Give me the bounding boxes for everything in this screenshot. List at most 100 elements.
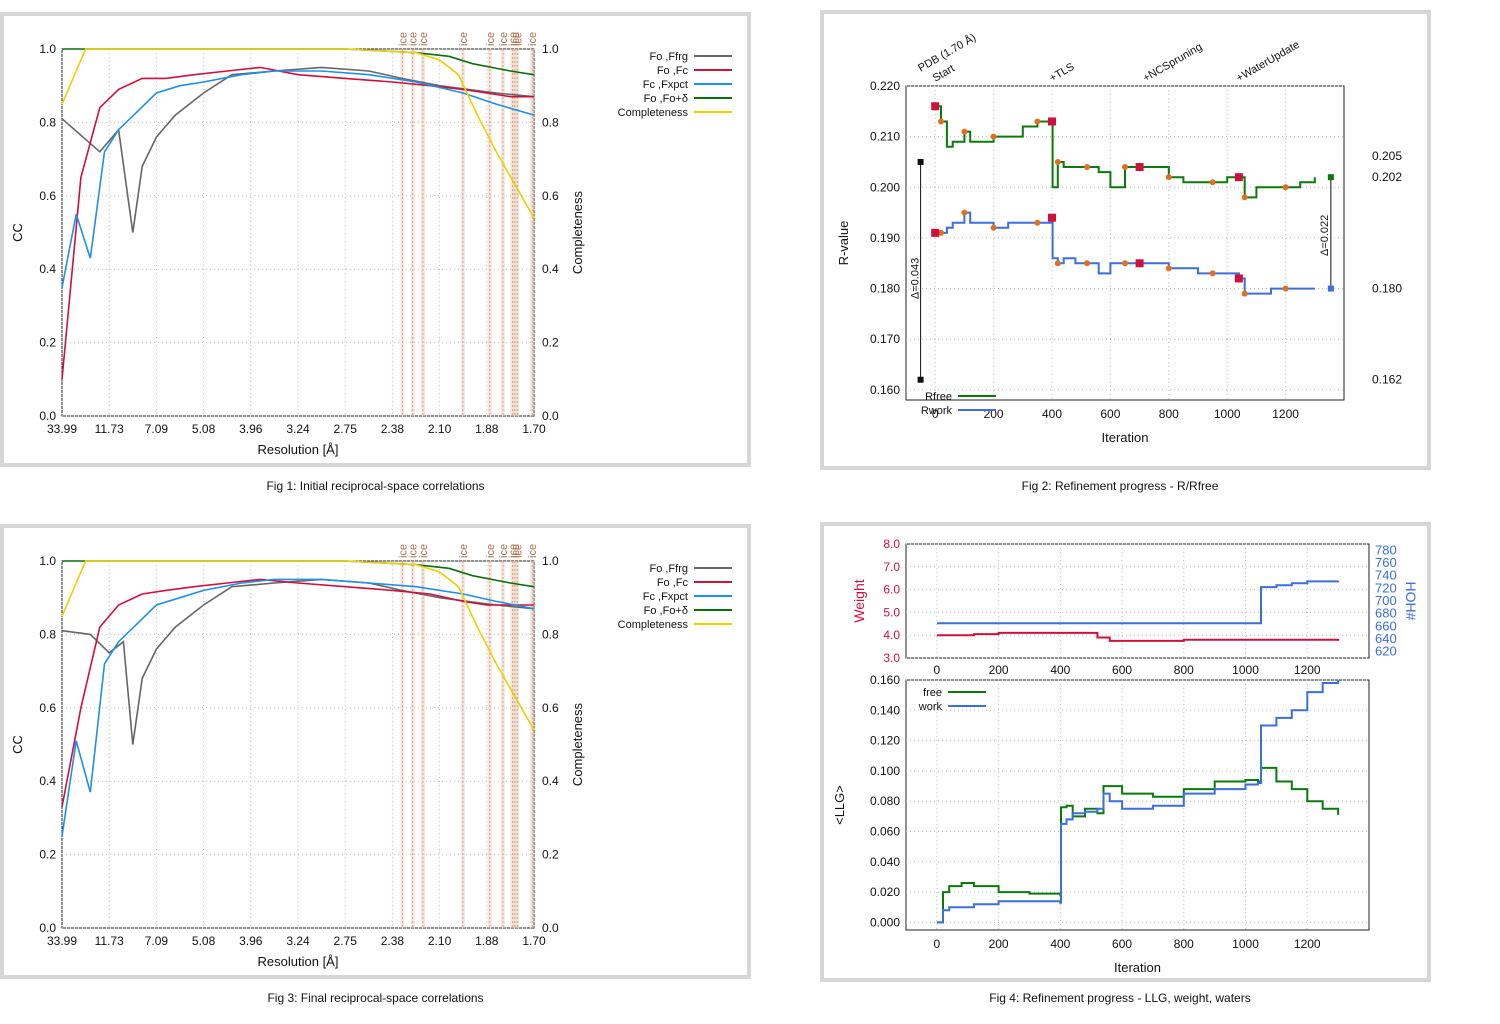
x-tick-label: 11.73 — [95, 934, 124, 948]
fig4-panel: 3.0 4.0 5.0 6.0 7.0 8.0 620 640 660 680 700 720 740 7… — [820, 522, 1431, 982]
legend-label: Rwork — [921, 405, 953, 417]
y2-tick-label: 0.4 — [542, 262, 559, 276]
fig4-chart: 3.04.05.06.07.08.06206406606807007207407… — [832, 537, 1419, 975]
data-point — [1209, 179, 1216, 186]
series-line-1 — [61, 66, 534, 380]
stage-marker — [1048, 213, 1056, 222]
x-tick-label: 0 — [932, 407, 939, 421]
y2-tick-label: 1.0 — [542, 554, 559, 568]
weight-tick-label: 4.0 — [883, 628, 900, 642]
stage-marker — [931, 102, 940, 111]
ice-ring-band — [512, 49, 517, 416]
legend-label: Fo ,Ffrg — [649, 563, 688, 575]
fig1-chart: 0.0 0.0 0.2 0.2 0.4 0.4 0.6 0.6 0.8 0.8 1.0 1.0 33.9… — [10, 32, 732, 457]
weight-tick-label: 7.0 — [883, 560, 900, 574]
hoh-tick-label: 640 — [1375, 631, 1397, 646]
ice-ring-label: ice — [458, 544, 470, 558]
right-value-label: 0.202 — [1372, 170, 1402, 184]
x-axis-label: Iteration — [1114, 960, 1161, 975]
series-line-0 — [61, 578, 535, 745]
data-point — [961, 209, 968, 216]
ice-ring-band — [487, 49, 492, 416]
x-tick-label: 1200 — [1294, 937, 1321, 951]
data-point — [961, 128, 968, 135]
legend-label: Rfree — [925, 391, 952, 403]
x-tick-label: 200 — [989, 937, 1009, 951]
x-tick-label: 400 — [1050, 663, 1070, 677]
legend-label: Fo ,Fo+δ — [644, 93, 688, 105]
data-point — [1084, 260, 1091, 267]
y2-axis-label: Completeness — [570, 702, 585, 786]
y-axis-label: <LLG> — [832, 785, 847, 825]
legend-label: Completeness — [618, 107, 689, 119]
y2-tick-label: 0.8 — [542, 115, 559, 129]
delta-right-label: Δ=0.022 — [1319, 215, 1331, 256]
x-tick-label: 2.10 — [428, 422, 452, 436]
y-tick-label: 0.210 — [870, 130, 900, 144]
series-line-1 — [61, 578, 534, 808]
x-tick-label: 3.24 — [286, 422, 310, 436]
legend-label: Fo ,Fo+δ — [644, 605, 688, 617]
stage-marker — [1135, 259, 1144, 268]
ice-ring-label: ice — [418, 32, 430, 46]
ice-ring-label: ice — [498, 32, 510, 46]
fig3-chart: 0.0 0.0 0.2 0.2 0.4 0.4 0.6 0.6 0.8 0.8 1.0 1.0 33.9… — [10, 544, 732, 969]
ice-ring-label: ice — [527, 544, 539, 558]
right-value-label: 0.180 — [1372, 282, 1402, 296]
y-axis-label: R-value — [836, 221, 851, 266]
y-tick-label: 0.190 — [870, 231, 900, 245]
y-tick-label: 0.8 — [39, 627, 56, 641]
hoh-tick-label: 760 — [1375, 555, 1397, 570]
x-tick-label: 2.75 — [334, 934, 358, 948]
data-point — [1241, 194, 1248, 201]
llg-series-line-0 — [936, 766, 1340, 924]
weight-plot-frame — [905, 543, 1370, 659]
ice-ring-band — [500, 49, 505, 416]
x-tick-label: 1.88 — [475, 422, 499, 436]
ice-ring-band — [460, 561, 465, 928]
x-tick-label: 800 — [1159, 407, 1179, 421]
ice-ring-label: ice — [512, 544, 524, 558]
fig1-caption: Fig 1: Initial reciprocal-space correlat… — [266, 479, 485, 493]
weight-tick-label: 5.0 — [883, 605, 900, 619]
x-tick-label: 7.09 — [145, 934, 169, 948]
y-tick-label: 0.060 — [870, 825, 900, 839]
y-axis-label: CC — [10, 223, 25, 242]
x-tick-label: 1.70 — [522, 934, 546, 948]
ice-ring-band — [410, 49, 415, 416]
y-tick-label: 0.160 — [870, 673, 900, 687]
stage-marker — [1048, 117, 1056, 126]
ice-ring-band — [420, 49, 425, 416]
weight-tick-label: 6.0 — [883, 583, 900, 597]
legend-label: Fc ,Fxpct — [643, 79, 688, 91]
weight-tick-label: 3.0 — [883, 651, 900, 665]
legend-label: Fc ,Fxpct — [643, 591, 688, 603]
legend-label: free — [923, 687, 942, 699]
data-point — [990, 133, 997, 140]
stage-marker — [931, 228, 940, 237]
x-tick-label: 3.96 — [239, 934, 263, 948]
ice-ring-band — [515, 49, 520, 416]
hoh-tick-label: 780 — [1375, 542, 1397, 557]
data-point — [1282, 184, 1289, 191]
ice-ring-band — [512, 561, 517, 928]
delta-marker-bottom — [1327, 285, 1334, 292]
x-tick-label: 1000 — [1214, 407, 1241, 421]
weight-tick-label: 8.0 — [883, 537, 900, 551]
y-tick-label: 0.200 — [870, 180, 900, 194]
x-tick-label: 400 — [1050, 937, 1070, 951]
data-point — [1282, 285, 1289, 292]
x-tick-label: 1.88 — [475, 934, 499, 948]
x-tick-label: 2.10 — [428, 934, 452, 948]
ice-ring-label: ice — [510, 544, 522, 558]
hoh-tick-label: 620 — [1375, 644, 1397, 659]
ice-ring-band — [487, 561, 492, 928]
series-line-0 — [61, 66, 535, 233]
x-tick-label: 2.75 — [334, 422, 358, 436]
y2-tick-label: 0.2 — [542, 848, 559, 862]
x-tick-label: 1200 — [1272, 407, 1299, 421]
x-tick-label: 1.70 — [522, 422, 546, 436]
legend-label: work — [918, 701, 943, 713]
x-tick-label: 5.08 — [192, 422, 216, 436]
y-tick-label: 0.6 — [39, 701, 56, 715]
